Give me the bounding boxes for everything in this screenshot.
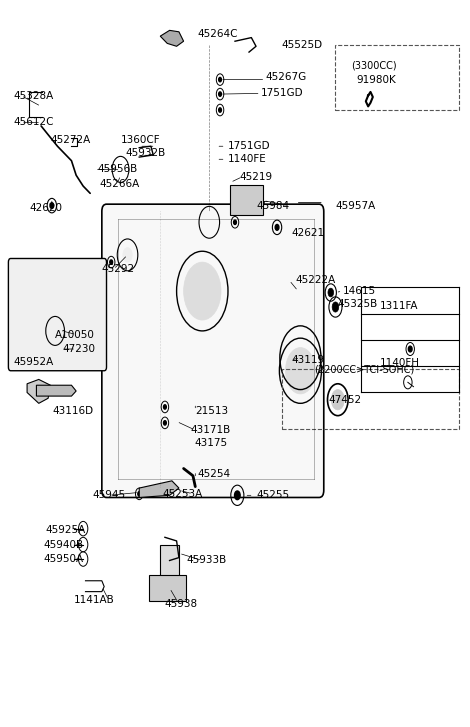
Circle shape (164, 405, 166, 409)
Text: 47230: 47230 (62, 344, 95, 354)
Text: 45940B: 45940B (43, 539, 84, 550)
Text: 42620: 42620 (30, 203, 63, 213)
Text: 42621: 42621 (291, 228, 324, 238)
Text: 1751GD: 1751GD (261, 89, 303, 98)
Text: 1140FE: 1140FE (228, 154, 267, 164)
Circle shape (234, 220, 236, 225)
Text: 43175: 43175 (195, 438, 227, 448)
Circle shape (332, 302, 339, 312)
Text: 45933B: 45933B (186, 555, 226, 566)
Circle shape (219, 92, 221, 96)
Polygon shape (37, 385, 76, 396)
Text: 45219: 45219 (240, 172, 273, 182)
Circle shape (219, 78, 221, 81)
Text: 1751GD: 1751GD (228, 141, 271, 151)
Text: 45957A: 45957A (336, 201, 376, 211)
Text: 14615: 14615 (343, 286, 376, 296)
Text: 45272A: 45272A (50, 135, 91, 145)
Text: 43171B: 43171B (191, 425, 231, 435)
Text: 45222A: 45222A (296, 276, 336, 285)
Text: 1140FH: 1140FH (380, 358, 420, 369)
Circle shape (219, 108, 221, 112)
Text: 43119: 43119 (291, 355, 324, 365)
Circle shape (275, 225, 279, 230)
Text: 45984: 45984 (256, 201, 289, 211)
Polygon shape (149, 575, 186, 601)
FancyBboxPatch shape (102, 204, 324, 497)
Text: A10050: A10050 (55, 329, 95, 340)
Text: 45945: 45945 (93, 490, 125, 500)
Bar (230, 185, 263, 215)
Text: 45950A: 45950A (43, 554, 84, 564)
Text: 45292: 45292 (102, 265, 135, 274)
Polygon shape (139, 481, 179, 497)
Text: 1311FA: 1311FA (380, 300, 418, 310)
Text: 45956B: 45956B (97, 164, 137, 174)
Text: 45525D: 45525D (282, 40, 323, 50)
FancyBboxPatch shape (8, 259, 107, 371)
Text: 21513: 21513 (196, 406, 228, 416)
Circle shape (235, 491, 240, 499)
Text: 1141AB: 1141AB (74, 595, 115, 606)
Text: 1360CF: 1360CF (120, 135, 160, 145)
Circle shape (138, 491, 141, 496)
Circle shape (110, 260, 113, 265)
Circle shape (328, 288, 334, 297)
Text: 47452: 47452 (329, 395, 361, 405)
Circle shape (164, 421, 166, 425)
Polygon shape (160, 545, 179, 581)
Text: 45328A: 45328A (13, 91, 53, 100)
Text: 45255: 45255 (256, 490, 289, 500)
Text: 45266A: 45266A (100, 179, 140, 189)
Polygon shape (160, 31, 184, 47)
Text: 45932B: 45932B (125, 148, 165, 158)
Text: (3300CC): (3300CC) (351, 60, 397, 70)
Circle shape (285, 348, 315, 394)
Circle shape (408, 346, 412, 352)
Text: 45267G: 45267G (266, 73, 306, 82)
Text: 45938: 45938 (165, 599, 198, 609)
Text: 45325B: 45325B (338, 299, 378, 309)
Circle shape (331, 390, 345, 410)
Text: 45612C: 45612C (13, 117, 54, 127)
Circle shape (184, 262, 221, 320)
Circle shape (50, 203, 54, 209)
Text: 45952A: 45952A (13, 357, 53, 367)
Text: 45254: 45254 (197, 469, 231, 478)
Text: 91980K: 91980K (356, 75, 396, 84)
Text: 43116D: 43116D (53, 406, 94, 416)
Circle shape (123, 248, 132, 262)
Text: 45264C: 45264C (197, 29, 238, 39)
Text: (2200CC>TCI-SOHC): (2200CC>TCI-SOHC) (314, 364, 415, 374)
Text: 45253A: 45253A (163, 489, 203, 499)
Text: 45925A: 45925A (46, 525, 86, 535)
Polygon shape (27, 379, 50, 403)
